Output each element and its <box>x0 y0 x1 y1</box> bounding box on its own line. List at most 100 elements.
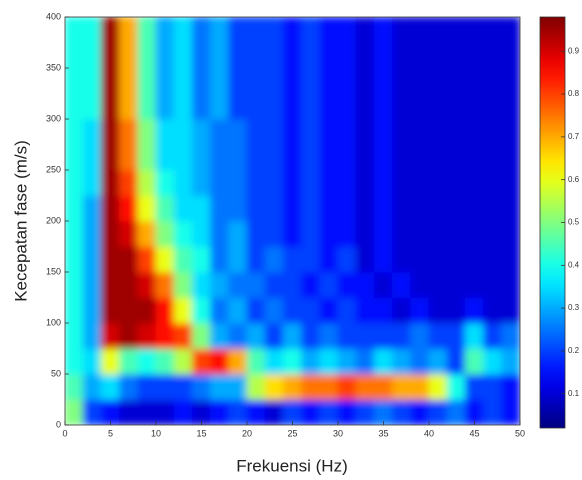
heatmap-cell <box>82 322 102 349</box>
heatmap-cell <box>464 373 485 400</box>
heatmap-cell <box>173 195 193 222</box>
heatmap-cell <box>246 93 266 120</box>
heatmap-cell <box>264 220 284 247</box>
heatmap-cell <box>464 271 485 298</box>
heatmap-cell <box>100 195 121 222</box>
heatmap-cell <box>82 195 102 222</box>
heatmap-cell <box>301 169 321 196</box>
heatmap-cell <box>282 67 303 94</box>
heatmap-cell <box>410 373 430 400</box>
heatmap-cell <box>173 271 193 298</box>
heatmap-cell <box>501 67 520 94</box>
heatmap-cell <box>155 144 175 171</box>
heatmap-cell <box>501 348 520 375</box>
heatmap-cell <box>228 271 248 298</box>
heatmap-cell <box>410 93 430 120</box>
heatmap-cell <box>483 67 503 94</box>
heatmap-cell <box>410 348 430 375</box>
heatmap-cell <box>464 67 485 94</box>
heatmap-cell <box>373 17 394 43</box>
heatmap-cell <box>428 373 448 400</box>
heatmap-cell <box>119 348 139 375</box>
heatmap-cell <box>483 373 503 400</box>
heatmap-cell <box>173 67 193 94</box>
heatmap-cell <box>410 399 430 425</box>
heatmap-cell <box>464 348 485 375</box>
y-tick-label: 200 <box>46 215 61 225</box>
heatmap-cell <box>100 348 121 375</box>
heatmap-cell <box>82 399 102 425</box>
heatmap-cell <box>392 118 412 145</box>
heatmap-cell <box>428 67 448 94</box>
heatmap-cell <box>210 297 230 324</box>
heatmap-cell <box>392 373 412 400</box>
x-tick-label: 0 <box>62 428 67 438</box>
heatmap-cell <box>464 399 485 425</box>
heatmap-cell <box>82 17 102 43</box>
heatmap-cell <box>428 169 448 196</box>
heatmap-cell <box>210 195 230 222</box>
heatmap-cell <box>264 348 284 375</box>
heatmap-cell <box>319 67 339 94</box>
heatmap-cell <box>191 42 212 69</box>
heatmap-cell <box>137 220 157 247</box>
heatmap-cell <box>483 17 503 43</box>
y-tick-label: 100 <box>46 317 61 327</box>
heatmap-cell <box>446 220 466 247</box>
heatmap-cell <box>355 322 375 349</box>
heatmap-cell <box>246 169 266 196</box>
heatmap-cell <box>100 17 121 43</box>
heatmap-cell <box>446 17 466 43</box>
heatmap-cell <box>373 42 394 69</box>
heatmap-cell <box>65 144 84 171</box>
heatmap-cell <box>392 271 412 298</box>
heatmap-cell <box>246 118 266 145</box>
heatmap-cell <box>264 373 284 400</box>
heatmap-cell <box>282 399 303 425</box>
heatmap-cell <box>246 373 266 400</box>
heatmap-cell <box>246 17 266 43</box>
heatmap-cell <box>210 322 230 349</box>
heatmap-cell <box>137 169 157 196</box>
heatmap-cell <box>319 297 339 324</box>
heatmap-cell <box>210 246 230 273</box>
heatmap-cell <box>82 118 102 145</box>
heatmap-cell <box>100 399 121 425</box>
heatmap-cell <box>373 246 394 273</box>
heatmap-cell <box>446 348 466 375</box>
heatmap-cell <box>228 169 248 196</box>
heatmap-cell <box>210 220 230 247</box>
heatmap-cell <box>191 118 212 145</box>
heatmap-cell <box>264 246 284 273</box>
heatmap-cell <box>319 220 339 247</box>
heatmap-cell <box>246 399 266 425</box>
heatmap-cell <box>392 169 412 196</box>
heatmap-cell <box>446 297 466 324</box>
heatmap-cell <box>392 93 412 120</box>
heatmap-cell <box>319 373 339 400</box>
heatmap-cell <box>282 144 303 171</box>
heatmap-cell <box>65 297 84 324</box>
heatmap-cell <box>65 67 84 94</box>
heatmap-cell <box>301 17 321 43</box>
heatmap-cell <box>355 246 375 273</box>
heatmap-cell <box>501 322 520 349</box>
x-tick-label: 50 <box>515 428 525 438</box>
heatmap-cell <box>210 348 230 375</box>
heatmap-cell <box>264 399 284 425</box>
heatmap-cell <box>319 17 339 43</box>
heatmap-cell <box>301 144 321 171</box>
heatmap-cell <box>337 348 357 375</box>
colorbar <box>539 16 566 429</box>
heatmap-cell <box>191 246 212 273</box>
heatmap-cell <box>82 42 102 69</box>
heatmap-cell <box>410 17 430 43</box>
colorbar-tick-label: 0.6 <box>568 175 580 184</box>
colorbar-tick-label: 0.2 <box>568 346 580 355</box>
heatmap-cell <box>301 348 321 375</box>
x-tick-label: 35 <box>378 428 388 438</box>
heatmap-cell <box>282 42 303 69</box>
heatmap-cell <box>428 144 448 171</box>
heatmap-cell <box>319 322 339 349</box>
heatmap-cell <box>464 246 485 273</box>
